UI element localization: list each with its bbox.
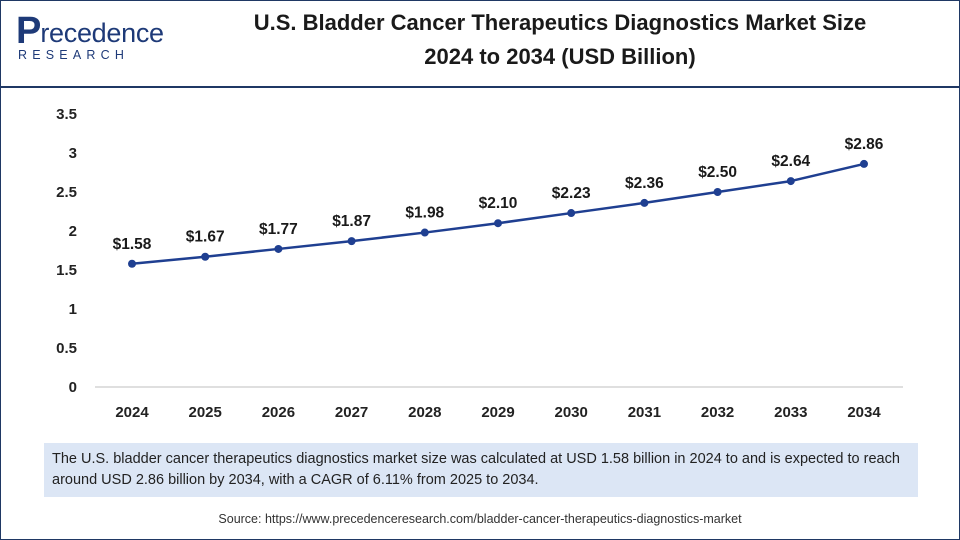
data-label: $2.86 [845, 136, 884, 153]
x-tick-label: 2025 [189, 404, 222, 421]
x-tick-label: 2024 [115, 404, 149, 421]
x-tick-label: 2031 [628, 404, 661, 421]
x-tick-label: 2026 [262, 404, 295, 421]
data-label: $2.36 [625, 175, 664, 192]
data-point [274, 244, 283, 253]
y-tick-label: 0 [69, 379, 77, 396]
data-label: $2.10 [479, 195, 518, 212]
data-point [201, 252, 210, 261]
x-tick-label: 2034 [847, 404, 881, 421]
chart-title-line-1: U.S. Bladder Cancer Therapeutics Diagnos… [253, 10, 867, 35]
series-line [131, 162, 865, 266]
data-point [567, 209, 576, 218]
logo-word: recedence [40, 18, 164, 48]
y-tick-label: 2.5 [56, 184, 77, 201]
data-point [786, 177, 795, 186]
chart-title: U.S. Bladder Cancer Therapeutics Diagnos… [190, 6, 930, 74]
x-tick-label: 2030 [555, 404, 588, 421]
logo-initial: P [16, 10, 42, 52]
data-label: $2.23 [552, 185, 591, 202]
chart-title-line-2: 2024 to 2034 (USD Billion) [424, 44, 696, 69]
data-point [640, 198, 649, 207]
y-tick-label: 1 [69, 301, 77, 318]
y-tick-label: 2 [69, 223, 77, 240]
data-label: $2.50 [698, 164, 737, 181]
data-point [494, 219, 502, 228]
source-text: Source: https://www.precedenceresearch.c… [218, 512, 742, 526]
data-label: $1.58 [113, 236, 152, 253]
title-separator [0, 86, 960, 88]
data-point [347, 237, 356, 246]
data-label: $1.77 [259, 221, 298, 238]
data-point [713, 188, 722, 196]
y-tick-label: 3.5 [56, 106, 77, 123]
chart-caption: The U.S. bladder cancer therapeutics dia… [44, 443, 918, 497]
line-chart: 0 0.5 1 1.5 2 2.5 3 3.5 2024 2025 2026 2027 2028 2029… [56, 106, 903, 421]
x-tick-label: 2027 [335, 404, 368, 421]
precedence-research-logo: P recedence RESEARCH [16, 10, 166, 66]
y-tick-label: 3 [69, 145, 77, 162]
y-tick-label: 0.5 [56, 340, 77, 357]
x-tick-label: 2033 [774, 404, 807, 421]
x-tick-label: 2028 [408, 404, 441, 421]
data-label: $1.87 [332, 213, 371, 230]
logo-subtitle: RESEARCH [18, 48, 130, 62]
data-label: $1.67 [186, 229, 225, 246]
x-tick-label: 2032 [701, 404, 734, 421]
data-point [420, 228, 429, 237]
y-tick-label: 1.5 [56, 262, 77, 279]
data-point [128, 259, 136, 268]
data-label: $2.64 [771, 153, 810, 170]
data-point [860, 159, 868, 168]
data-label: $1.98 [405, 205, 444, 222]
x-tick-label: 2029 [481, 404, 514, 421]
